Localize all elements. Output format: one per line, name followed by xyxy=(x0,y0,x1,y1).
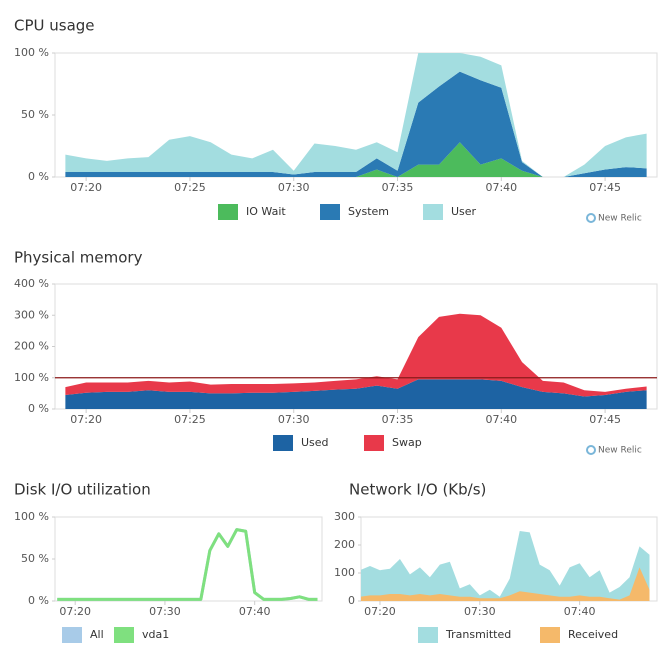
legend-swatch xyxy=(418,627,438,643)
line xyxy=(57,528,318,601)
y-tick-label: 100 % xyxy=(14,371,49,384)
plot xyxy=(57,528,318,601)
y-tick-label: 300 xyxy=(334,510,355,523)
legend-label: vda1 xyxy=(142,628,169,641)
x-tick-label: 07:20 xyxy=(364,605,396,618)
x-tick-label: 07:30 xyxy=(278,413,310,426)
area xyxy=(65,142,647,177)
legend-swatch xyxy=(218,204,238,220)
y-tick-label: 0 % xyxy=(28,594,49,607)
area xyxy=(65,53,647,177)
watermark: New Relic xyxy=(598,446,642,456)
legend-label: System xyxy=(348,205,389,218)
chart-title: Physical memory xyxy=(14,249,143,267)
y-tick-label: 100 % xyxy=(14,46,49,59)
y-tick-label: 0 xyxy=(348,594,355,607)
y-tick-label: 200 xyxy=(334,538,355,551)
y-tick-label: 300 % xyxy=(14,308,49,321)
area xyxy=(65,379,647,409)
x-tick-label: 07:30 xyxy=(464,605,496,618)
legend-label: User xyxy=(451,205,477,218)
x-tick-label: 07:25 xyxy=(174,181,206,194)
legend-label: Swap xyxy=(392,436,422,449)
plot-area xyxy=(54,516,323,602)
area xyxy=(361,567,650,601)
x-tick-label: 07:40 xyxy=(564,605,596,618)
legend-swatch xyxy=(320,204,340,220)
chart-title: Network I/O (Kb/s) xyxy=(349,481,486,499)
legend-swatch xyxy=(364,435,384,451)
y-tick-label: 200 % xyxy=(14,340,49,353)
y-tick-label: 0 % xyxy=(28,170,49,183)
x-tick-label: 07:20 xyxy=(70,413,102,426)
watermark-icon xyxy=(586,445,596,455)
y-tick-label: 50 % xyxy=(21,552,49,565)
watermark-icon xyxy=(586,213,596,223)
y-tick-label: 50 % xyxy=(21,108,49,121)
plot xyxy=(361,531,650,601)
y-tick-label: 100 xyxy=(334,566,355,579)
x-tick-label: 07:45 xyxy=(589,413,621,426)
x-tick-label: 07:35 xyxy=(382,413,414,426)
legend-swatch xyxy=(114,627,134,643)
plot xyxy=(65,53,647,177)
area xyxy=(361,531,650,601)
chart-title: Disk I/O utilization xyxy=(14,481,151,499)
area xyxy=(65,313,647,397)
x-tick-label: 07:40 xyxy=(485,181,517,194)
legend-swatch xyxy=(423,204,443,220)
x-tick-label: 07:30 xyxy=(278,181,310,194)
y-tick-label: 100 % xyxy=(14,510,49,523)
x-tick-label: 07:40 xyxy=(485,413,517,426)
chart-title: CPU usage xyxy=(14,17,95,35)
legend-label: IO Wait xyxy=(246,205,286,218)
plot xyxy=(65,313,647,409)
x-tick-label: 07:30 xyxy=(149,605,181,618)
area xyxy=(65,71,647,177)
x-tick-label: 07:20 xyxy=(59,605,91,618)
legend-label: Received xyxy=(568,628,618,641)
legend-swatch xyxy=(273,435,293,451)
x-tick-label: 07:20 xyxy=(70,181,102,194)
watermark: New Relic xyxy=(598,214,642,224)
legend-swatch xyxy=(540,627,560,643)
y-tick-label: 0 % xyxy=(28,402,49,415)
legend-label: Used xyxy=(301,436,329,449)
legend-label: Transmitted xyxy=(445,628,511,641)
x-tick-label: 07:45 xyxy=(589,181,621,194)
legend-label: All xyxy=(90,628,104,641)
x-tick-label: 07:35 xyxy=(382,181,414,194)
x-tick-label: 07:40 xyxy=(239,605,271,618)
x-tick-label: 07:25 xyxy=(174,413,206,426)
legend-swatch xyxy=(62,627,82,643)
y-tick-label: 400 % xyxy=(14,277,49,290)
